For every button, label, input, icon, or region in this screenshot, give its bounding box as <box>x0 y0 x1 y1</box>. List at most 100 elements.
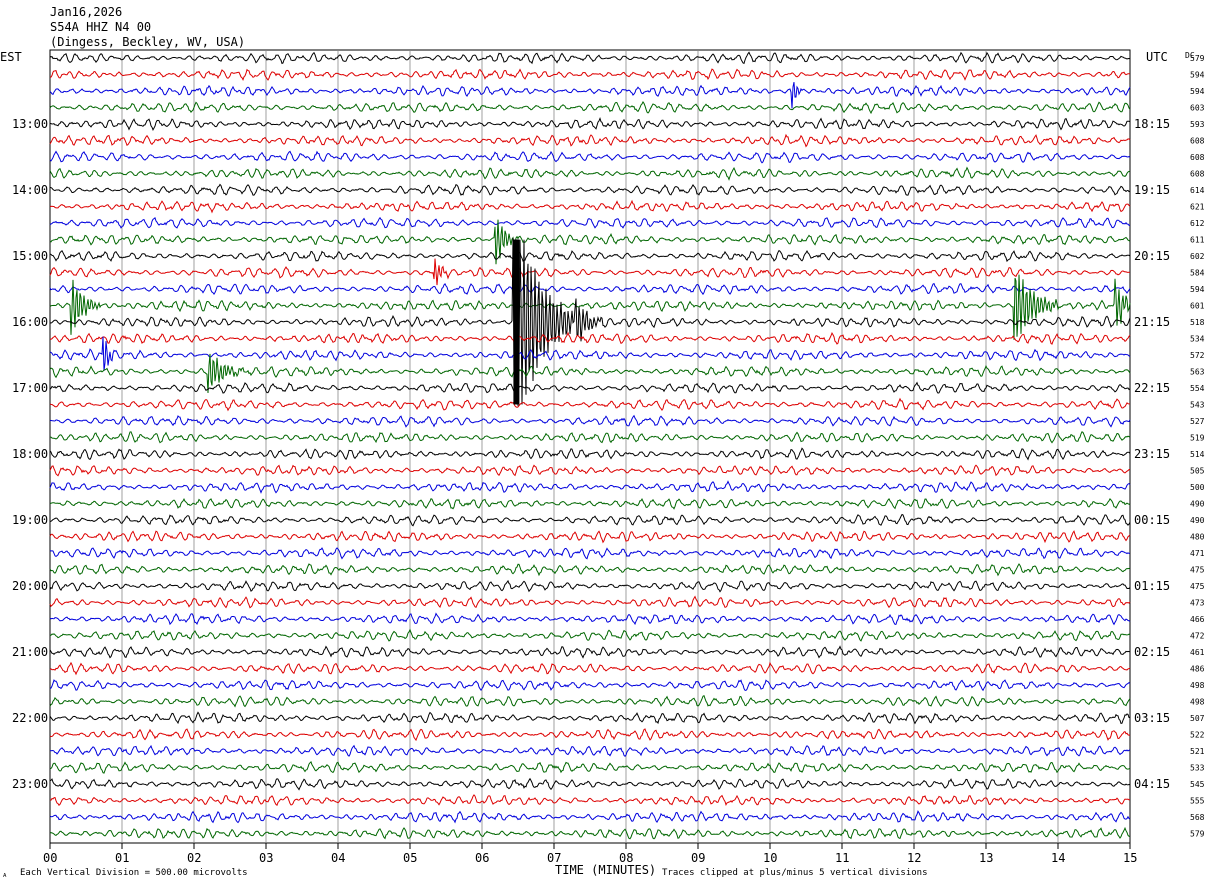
footer-mark: ᴬ <box>2 873 7 883</box>
trace-row <box>49 513 1131 527</box>
left-hour-label: 21:00 <box>12 645 48 659</box>
right-hour-label: 21:15 <box>1134 315 1170 329</box>
x-tick-label: 00 <box>43 851 57 865</box>
left-hour-labels: 13:00 14:00 15:00 16:00 17:00 18:00 19:00 20:00… <box>12 117 48 791</box>
dc-offset-label: 579 <box>1190 54 1205 63</box>
dc-offset-label: 480 <box>1190 533 1205 542</box>
trace-row <box>49 249 1131 263</box>
x-tick-label: 09 <box>691 851 705 865</box>
trace-row <box>49 381 1131 394</box>
trace-row <box>49 645 1130 659</box>
x-tick-label: 12 <box>907 851 921 865</box>
dc-offset-label: 475 <box>1190 582 1205 591</box>
trace-row <box>49 547 1131 560</box>
right-hour-label: 01:15 <box>1134 579 1170 593</box>
header-station: S54A HHZ N4 00 <box>50 20 151 34</box>
dc-offset-label: 466 <box>1190 615 1205 624</box>
left-hour-label: 14:00 <box>12 183 48 197</box>
x-tick-label: 04 <box>331 851 345 865</box>
dc-offset-label: 505 <box>1190 467 1205 476</box>
trace-row <box>49 219 1131 265</box>
left-hour-label: 19:00 <box>12 513 48 527</box>
trace-row <box>49 51 1131 65</box>
x-tick-label: 15 <box>1123 851 1137 865</box>
trace-row <box>50 431 1131 444</box>
trace-row <box>49 447 1131 461</box>
x-tick-label: 07 <box>547 851 561 865</box>
trace-row <box>49 336 1131 371</box>
dc-offset-label: 473 <box>1190 599 1205 608</box>
trace-row <box>49 563 1131 577</box>
trace-row <box>49 353 1131 394</box>
dc-offset-label: 543 <box>1190 401 1205 410</box>
trace-row <box>49 711 1130 725</box>
dc-offset-label: 472 <box>1190 632 1205 641</box>
dc-offset-label: 593 <box>1190 120 1205 129</box>
dc-offset-label: 555 <box>1190 797 1205 806</box>
header-date: Jan16,2026 <box>50 5 122 19</box>
dc-offset-label: 500 <box>1190 483 1205 492</box>
seismic-traces <box>49 51 1131 840</box>
trace-row <box>49 331 1131 345</box>
trace-row <box>49 397 1131 412</box>
header-location: (Dingess, Beckley, WV, USA) <box>50 35 245 49</box>
dc-offset-label: 533 <box>1190 764 1205 773</box>
clip-note: Traces clipped at plus/minus 5 vertical … <box>662 868 928 878</box>
x-tick-label: 05 <box>403 851 417 865</box>
trace-row <box>49 133 1131 148</box>
dc-offset-label: 568 <box>1190 813 1205 822</box>
trace-row <box>49 679 1131 692</box>
x-axis-title: TIME (MINUTES) <box>555 863 656 877</box>
dc-offset-label: 601 <box>1190 302 1205 311</box>
trace-row <box>49 612 1131 626</box>
trace-row <box>49 728 1131 742</box>
x-tick-label: 14 <box>1051 851 1065 865</box>
x-tick-label: 10 <box>763 851 777 865</box>
dc-offset-label: 563 <box>1190 368 1205 377</box>
dc-offset-label: 498 <box>1190 681 1205 690</box>
trace-row <box>49 497 1131 510</box>
dc-offset-label: 498 <box>1190 698 1205 707</box>
trace-row <box>49 282 1131 296</box>
left-hour-label: 18:00 <box>12 447 48 461</box>
left-hour-label: 20:00 <box>12 579 48 593</box>
dc-header-label: DC <box>1185 51 1195 60</box>
trace-row <box>49 761 1131 774</box>
dc-offset-label: 611 <box>1190 236 1205 245</box>
trace-row <box>49 530 1131 544</box>
trace-row <box>49 216 1131 229</box>
trace-row <box>49 464 1131 477</box>
right-hour-label: 20:15 <box>1134 249 1170 263</box>
right-hour-label: 03:15 <box>1134 711 1170 725</box>
x-tick-label: 11 <box>835 851 849 865</box>
dc-offset-label: 608 <box>1190 137 1205 146</box>
dc-offset-label: 614 <box>1190 186 1205 195</box>
left-hour-label: 13:00 <box>12 117 48 131</box>
dc-offset-label: 612 <box>1190 219 1205 228</box>
dc-offset-label: 514 <box>1190 450 1205 459</box>
trace-row <box>49 117 1131 131</box>
dc-offset-label: 471 <box>1190 549 1205 558</box>
trace-row <box>49 480 1131 494</box>
trace-row <box>49 595 1131 609</box>
vertical-division-note: Each Vertical Division = 500.00 microvol… <box>20 868 248 878</box>
trace-row <box>49 150 1131 164</box>
right-hour-label: 02:15 <box>1134 645 1170 659</box>
dc-offset-label: 608 <box>1190 170 1205 179</box>
dc-offset-label: 572 <box>1190 351 1205 360</box>
plot-frame <box>49 49 1131 844</box>
dc-offset-label: 594 <box>1190 285 1205 294</box>
dc-offset-label: 534 <box>1190 335 1205 344</box>
dc-offset-label: 490 <box>1190 516 1205 525</box>
dc-offset-label: 579 <box>1190 830 1205 839</box>
dc-offset-label: 608 <box>1190 153 1205 162</box>
trace-row <box>49 183 1131 196</box>
trace-row <box>49 199 1131 214</box>
left-hour-label: 17:00 <box>12 381 48 395</box>
x-tick-label: 08 <box>619 851 633 865</box>
dc-offset-label: 521 <box>1190 747 1205 756</box>
trace-row <box>49 101 1131 115</box>
trace-row <box>49 166 1131 181</box>
right-hour-labels: 18:15 19:15 20:15 21:15 22:15 23:15 00:15 01:15… <box>1134 117 1170 791</box>
trace-row <box>49 414 1131 428</box>
